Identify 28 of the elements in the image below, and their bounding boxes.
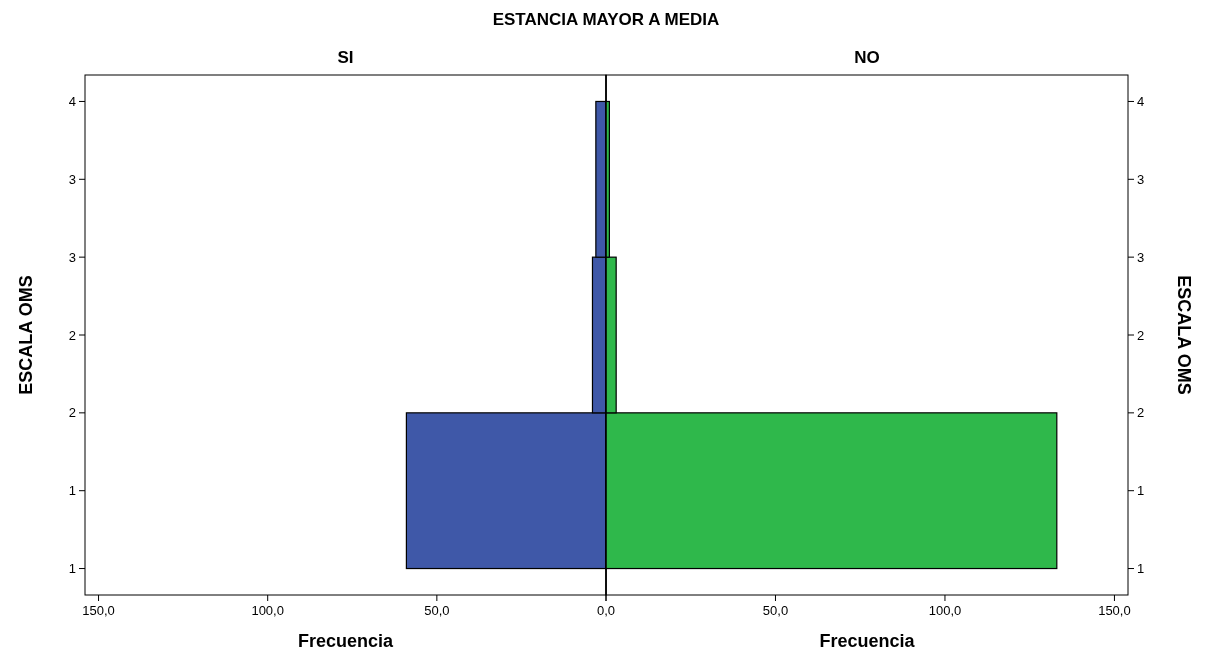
y-tick-label: 3 bbox=[1137, 249, 1145, 265]
x-axis-title: Frecuencia bbox=[297, 631, 395, 651]
y-tick-label: 2 bbox=[68, 405, 76, 421]
x-axis-title: Frecuencia bbox=[819, 631, 916, 651]
y-tick-label: 3 bbox=[68, 249, 76, 265]
x-tick-label: 100,0 bbox=[251, 603, 284, 618]
y-tick-label: 4 bbox=[68, 94, 76, 110]
y-tick-label: 1 bbox=[1137, 483, 1145, 499]
chart-title: ESTANCIA MAYOR A MEDIA bbox=[492, 10, 720, 29]
y-tick-label: 2 bbox=[1137, 327, 1145, 343]
y-tick-label: 3 bbox=[68, 171, 76, 187]
y-tick-label: 3 bbox=[1137, 171, 1145, 187]
y-tick-label: 2 bbox=[1137, 405, 1145, 421]
y-tick-label: 2 bbox=[68, 327, 76, 343]
y-tick-label: 4 bbox=[1137, 94, 1145, 110]
y-tick-label: 1 bbox=[68, 483, 76, 499]
y-axis-title: ESCALA OMS bbox=[1174, 275, 1194, 395]
x-tick-label: 150,0 bbox=[82, 603, 115, 618]
x-tick-label: 50,0 bbox=[762, 603, 789, 618]
y-tick-label: 1 bbox=[68, 561, 76, 577]
x-tick-label: 50,0 bbox=[424, 603, 450, 618]
x-tick-label: 100,0 bbox=[928, 603, 962, 618]
x-tick-label: 150,0 bbox=[1098, 603, 1131, 618]
chart-subtitle: SI bbox=[337, 48, 354, 67]
chart-subtitle: NO bbox=[854, 48, 880, 67]
y-tick-label: 1 bbox=[1137, 561, 1145, 577]
y-axis-title: ESCALA OMS bbox=[16, 275, 36, 395]
x-tick-label: 0,0 bbox=[596, 603, 616, 618]
